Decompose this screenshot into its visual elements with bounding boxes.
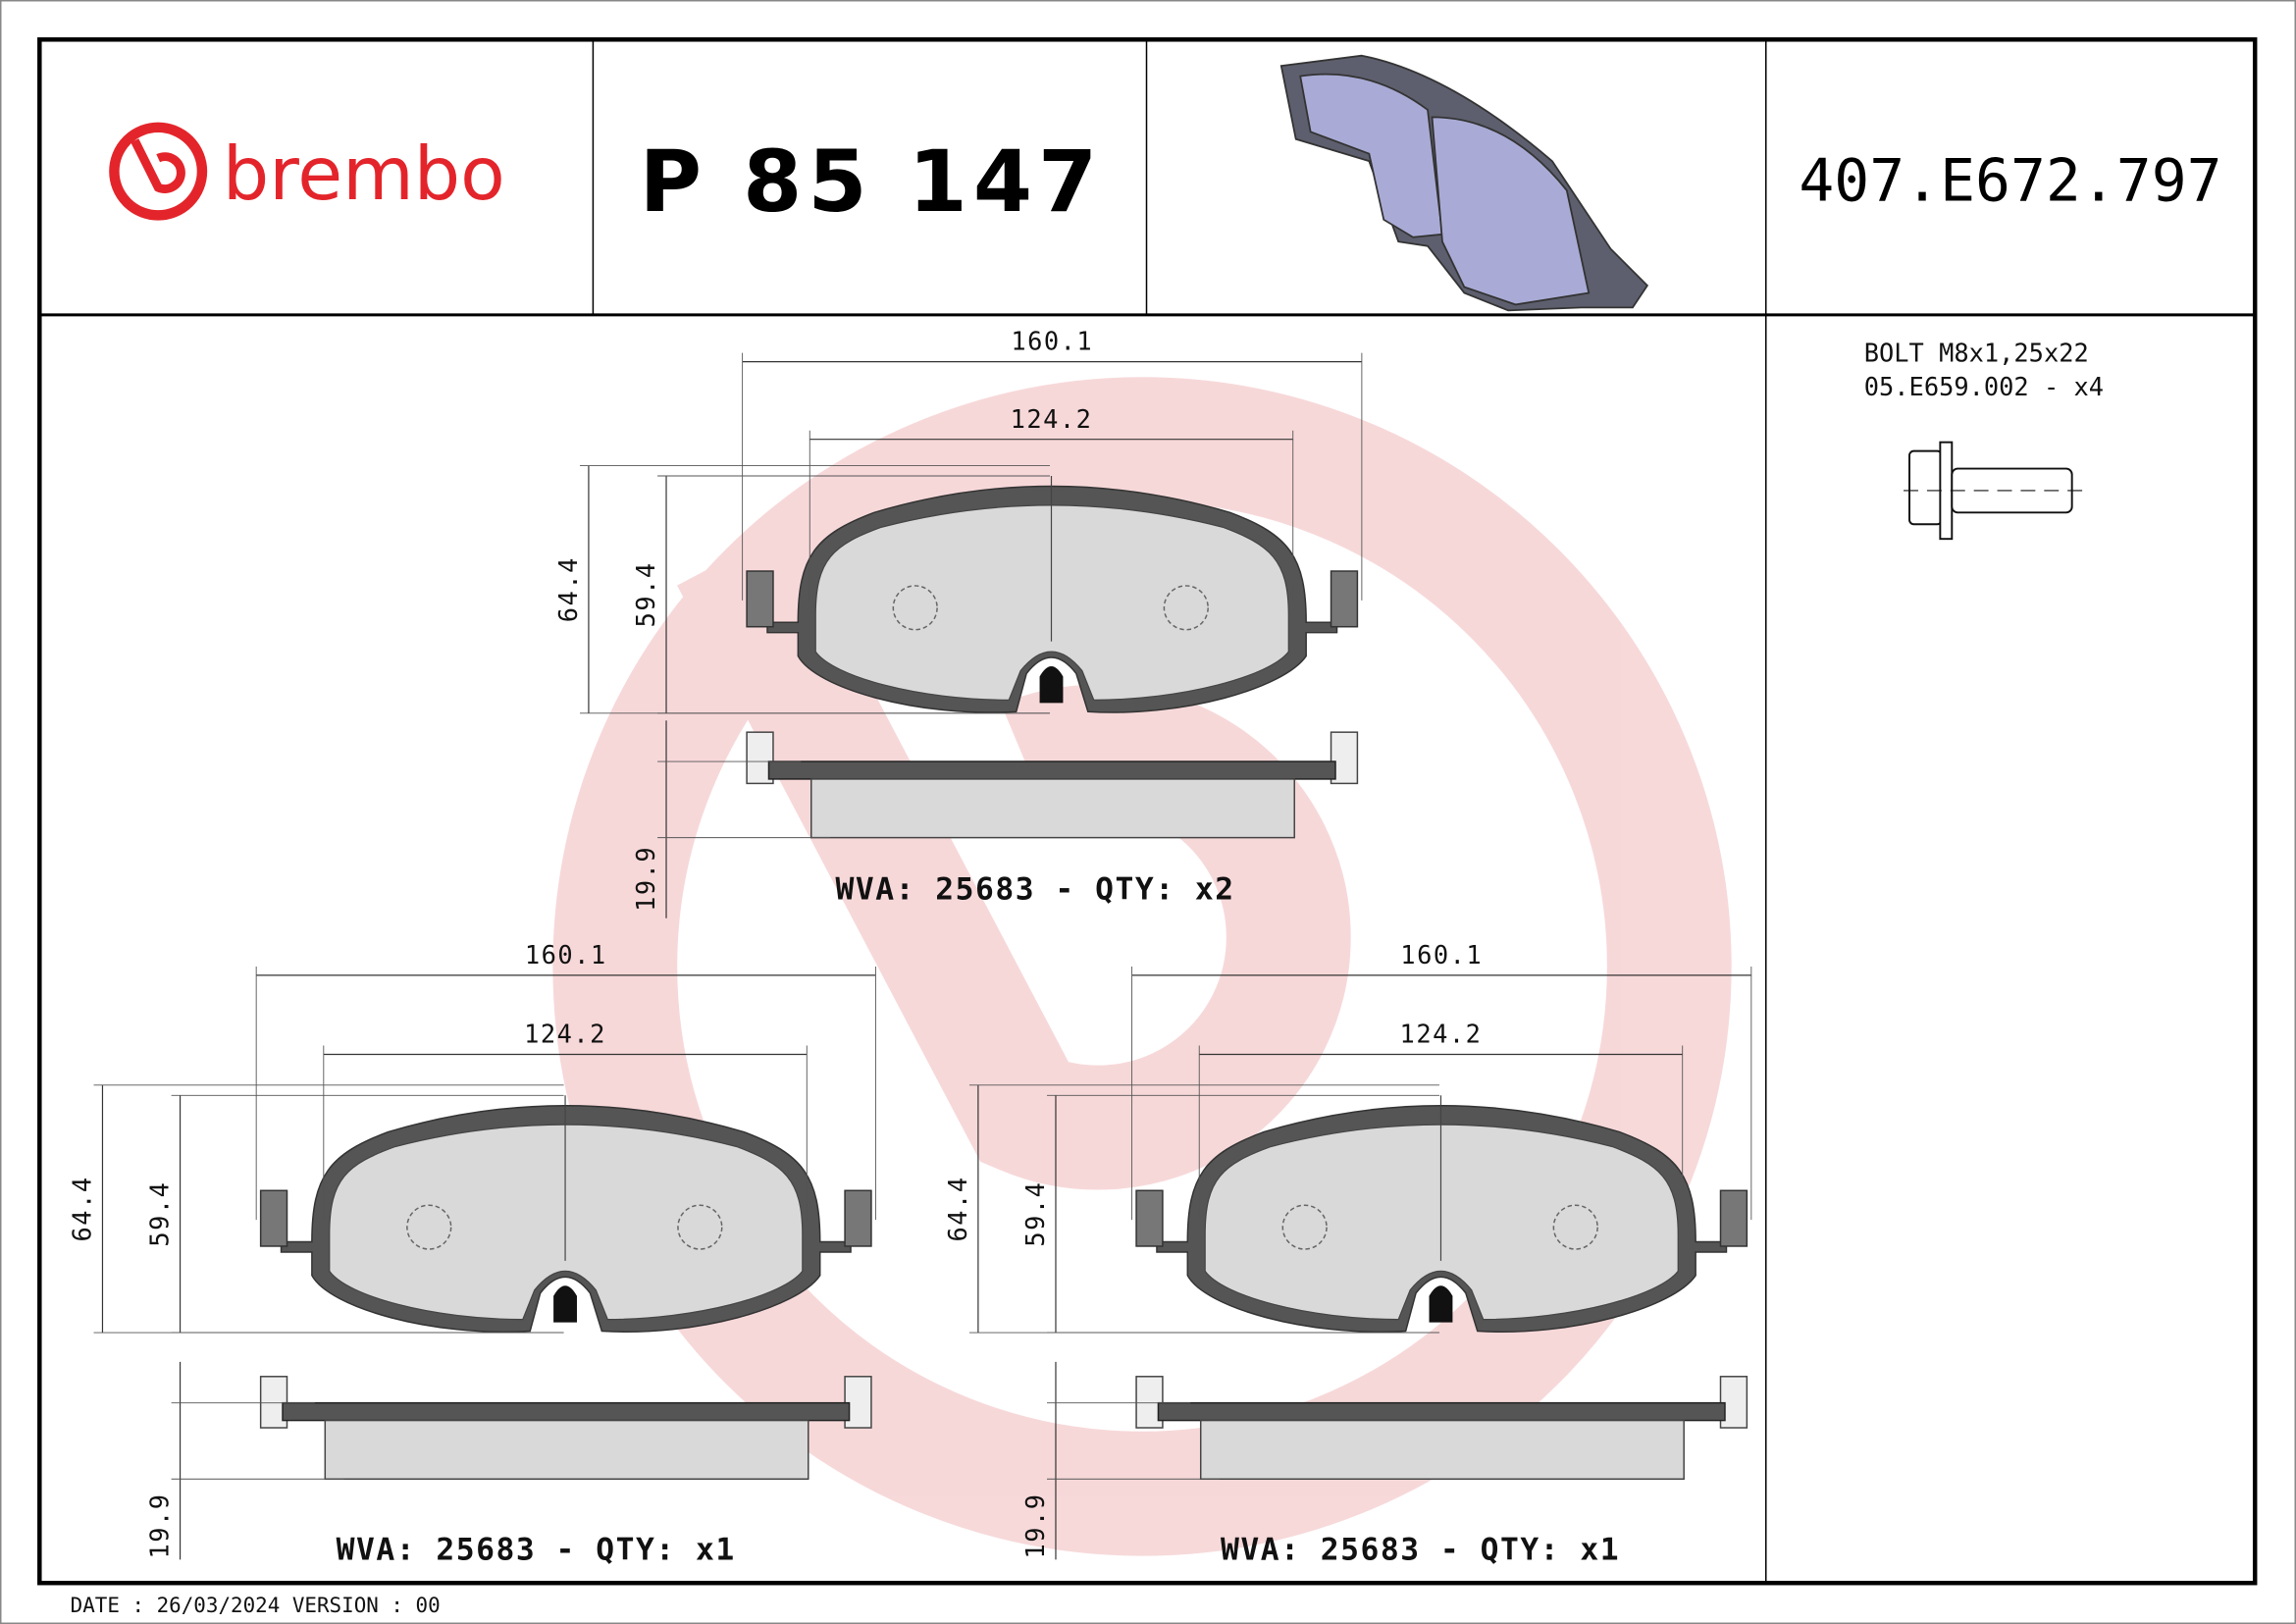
backplate-side — [767, 760, 1336, 780]
pad-view: 160.1 124.2 64.4 59.4 19.9 WVA: 25683 - QTY: … — [553, 327, 1363, 918]
dimension-value: 64.4 — [943, 1176, 972, 1241]
pad-render-image — [1279, 54, 1649, 312]
mounting-tab — [844, 1189, 872, 1247]
dimension-width-inner: 124.2 — [809, 404, 1294, 601]
sensor-circle — [677, 1204, 723, 1250]
pad-front-view — [746, 476, 1359, 713]
wear-indicator-notch — [1429, 1285, 1453, 1323]
wva-quantity-label: WVA: 25683 - QTY: x2 — [836, 871, 1235, 907]
dimension-thickness: 19.9 — [1020, 1361, 1221, 1560]
accessory-code: 05.E659.002 - x4 — [1864, 372, 2104, 401]
pad-side-view — [1135, 1376, 1748, 1481]
dimension-value: 124.2 — [1400, 1020, 1483, 1049]
dimension-width-inner: 124.2 — [323, 1020, 808, 1221]
pad-front-view — [1135, 1095, 1748, 1333]
brembo-logo: brembo — [109, 122, 505, 221]
wva-quantity-label: WVA: 25683 - QTY: x1 — [1221, 1532, 1620, 1567]
sensor-circle — [1281, 1204, 1328, 1250]
dimension-height-inner: 59.4 — [145, 1094, 564, 1334]
wear-indicator-notch — [1039, 666, 1064, 704]
dimension-value: 19.9 — [145, 1493, 175, 1558]
part-number: P 85 147 — [640, 133, 1104, 232]
dimension-value: 124.2 — [1011, 404, 1093, 434]
dimension-value: 124.2 — [524, 1020, 606, 1049]
mounting-tab — [1135, 1189, 1164, 1247]
dimension-value: 160.1 — [1011, 327, 1093, 356]
pad-view: 160.1 124.2 64.4 59.4 19.9 WVA: 25683 - QTY: … — [68, 940, 876, 1567]
friction-material — [814, 504, 1289, 701]
dimension-width-outer: 160.1 — [255, 940, 876, 1221]
accessory-description: BOLT M8x1,25x22 — [1864, 339, 2089, 368]
dimension-width-outer: 160.1 — [1131, 940, 1752, 1221]
brand-name: brembo — [223, 131, 505, 217]
sensor-circle — [1163, 585, 1209, 631]
dimension-height-inner: 59.4 — [1020, 1094, 1439, 1334]
pad-front-view — [259, 1095, 872, 1333]
wear-indicator-notch — [553, 1285, 577, 1323]
dimension-value: 64.4 — [553, 556, 583, 622]
date-version: DATE : 26/03/2024 VERSION : 00 — [71, 1594, 441, 1617]
pad-side-view — [746, 731, 1359, 839]
mounting-tab — [1719, 1189, 1748, 1247]
bolt-icon — [1904, 441, 2092, 541]
dimension-value: 59.4 — [1020, 1181, 1050, 1247]
mounting-tab — [259, 1189, 288, 1247]
reference-number: 407.E672.797 — [1799, 147, 2221, 215]
pad-side-view — [259, 1376, 872, 1481]
sensor-circle — [1552, 1204, 1598, 1250]
friction-side — [810, 778, 1295, 839]
mounting-tab — [1330, 570, 1359, 628]
dimension-width-inner: 124.2 — [1198, 1020, 1684, 1221]
dimension-value: 64.4 — [68, 1176, 97, 1241]
dimension-thickness: 19.9 — [145, 1361, 344, 1560]
dimension-thickness: 19.9 — [631, 720, 831, 918]
friction-side — [324, 1419, 809, 1481]
dimension-value: 59.4 — [631, 561, 660, 627]
dimension-width-outer: 160.1 — [742, 327, 1363, 601]
mounting-tab — [746, 570, 774, 628]
friction-material — [329, 1124, 804, 1321]
pad-view: 160.1 124.2 64.4 59.4 19.9 WVA: 25683 - QTY: … — [943, 940, 1752, 1567]
wva-quantity-label: WVA: 25683 - QTY: x1 — [337, 1532, 736, 1567]
dimension-value: 19.9 — [1020, 1493, 1050, 1558]
dimension-height-inner: 59.4 — [631, 475, 1051, 714]
backplate-side — [1157, 1401, 1726, 1422]
sensor-circle — [892, 585, 938, 631]
dimension-value: 160.1 — [525, 940, 607, 969]
friction-side — [1199, 1419, 1685, 1481]
dimension-value: 160.1 — [1400, 940, 1483, 969]
friction-material — [1204, 1124, 1679, 1321]
dimension-value: 59.4 — [145, 1181, 175, 1247]
backplate-side — [282, 1401, 851, 1422]
dimension-value: 19.9 — [631, 846, 660, 912]
sensor-circle — [406, 1204, 452, 1250]
